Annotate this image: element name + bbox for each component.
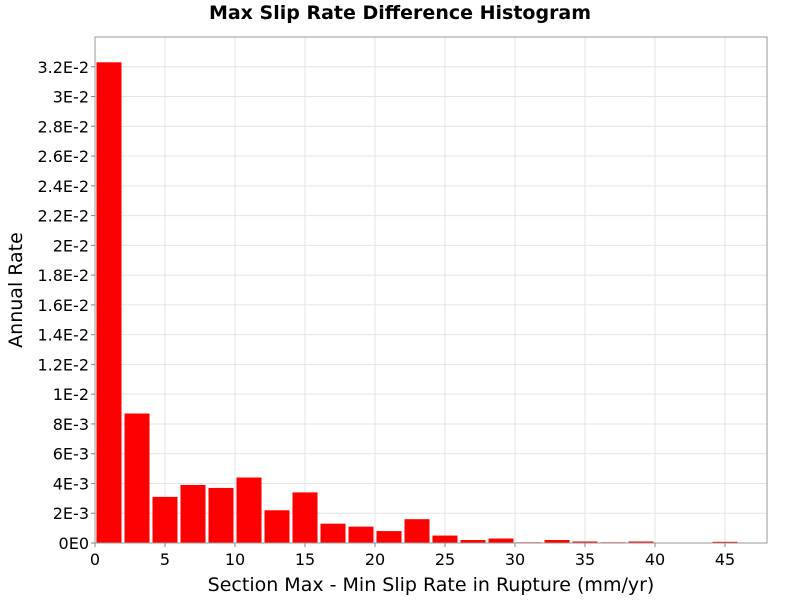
histogram-bar — [320, 523, 346, 543]
y-tick-label: 1.8E-2 — [37, 266, 89, 285]
y-tick-label: 2.8E-2 — [37, 117, 89, 136]
y-tick-label: 2E-3 — [53, 504, 89, 523]
y-tick-label: 2E-2 — [53, 236, 89, 255]
x-axis: 0 5 10 15 20 25 30 35 40 45 — [90, 543, 735, 569]
histogram-bar — [292, 492, 318, 543]
y-tick-label: 6E-3 — [53, 445, 89, 464]
x-tick-label: 15 — [295, 550, 315, 569]
x-tick-label: 35 — [575, 550, 595, 569]
histogram-bar — [96, 62, 122, 544]
histogram-bar — [348, 526, 374, 543]
bars — [96, 62, 766, 544]
histogram-bar — [628, 541, 654, 543]
histogram-bar — [460, 540, 486, 543]
x-tick-label: 0 — [90, 550, 100, 569]
y-axis: 0E0 2E-3 4E-3 6E-3 8E-3 1E-2 1.2E-2 1.4E-2 1.6E-… — [37, 58, 95, 553]
histogram-bar — [404, 519, 430, 543]
x-tick-label: 40 — [645, 550, 665, 569]
y-tick-label: 1.2E-2 — [37, 355, 89, 374]
x-tick-label: 30 — [505, 550, 525, 569]
x-tick-label: 5 — [160, 550, 170, 569]
histogram-bar — [712, 541, 738, 543]
y-axis-title: Annual Rate — [5, 232, 27, 348]
x-tick-label: 10 — [225, 550, 245, 569]
histogram-bar — [432, 535, 458, 543]
x-tick-label: 20 — [365, 550, 385, 569]
histogram-bar — [544, 540, 570, 543]
histogram-bar — [152, 496, 178, 543]
y-tick-label: 1.6E-2 — [37, 296, 89, 315]
y-tick-label: 1.4E-2 — [37, 326, 89, 345]
histogram-bar — [572, 541, 598, 543]
y-tick-label: 1E-2 — [53, 385, 89, 404]
grid-lines — [94, 37, 767, 544]
chart-title: Max Slip Rate Difference Histogram — [208, 2, 592, 24]
histogram-bar — [180, 484, 206, 543]
y-tick-label: 2.4E-2 — [37, 177, 89, 196]
plot-area — [95, 37, 767, 543]
x-tick-label: 25 — [435, 550, 455, 569]
histogram-bar — [488, 538, 514, 543]
x-tick-label: 45 — [715, 550, 735, 569]
y-tick-label: 2.2E-2 — [37, 207, 89, 226]
x-axis-title: Section Max - Min Slip Rate in Rupture (… — [208, 574, 655, 596]
histogram-bar — [208, 487, 234, 543]
y-tick-label: 0E0 — [59, 534, 89, 553]
y-tick-label: 2.6E-2 — [37, 147, 89, 166]
y-tick-label: 3E-2 — [53, 88, 89, 107]
y-tick-label: 3.2E-2 — [37, 58, 89, 77]
histogram-bar — [236, 477, 262, 543]
plot-border — [94, 36, 768, 544]
histogram-bar — [376, 531, 402, 543]
histogram-bar — [264, 510, 290, 543]
y-tick-label: 4E-3 — [53, 474, 89, 493]
y-tick-label: 8E-3 — [53, 415, 89, 434]
histogram-bar — [124, 413, 150, 543]
